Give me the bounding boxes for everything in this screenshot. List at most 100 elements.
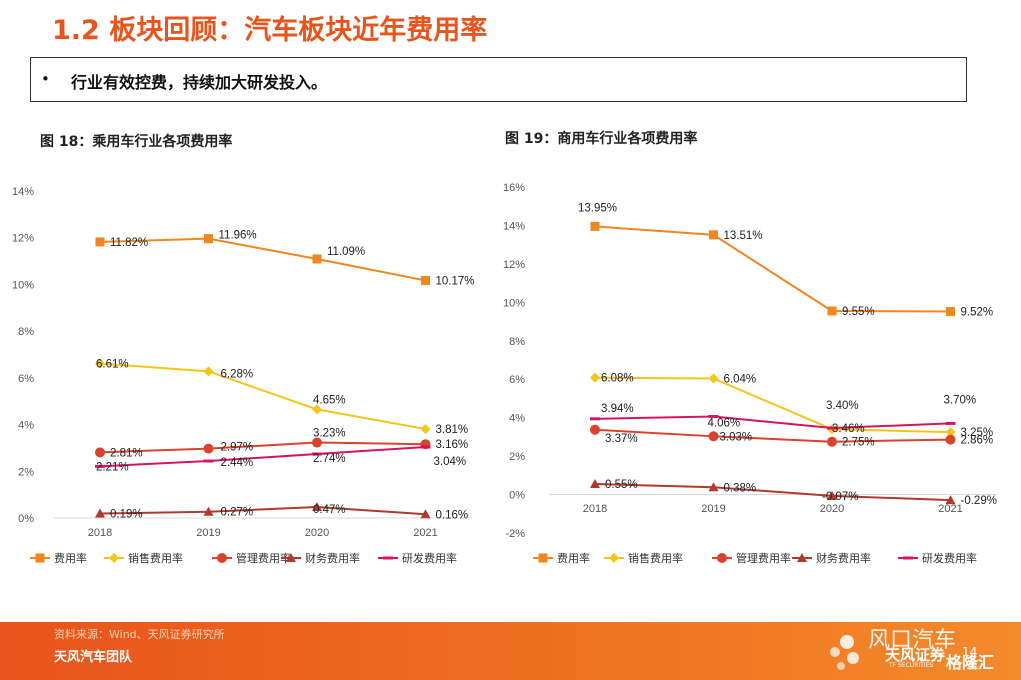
data-point [95, 447, 105, 458]
data-label: 4.06% [708, 418, 741, 430]
y-tick-label: 4% [509, 413, 525, 425]
legend-label: 费用率 [54, 551, 87, 565]
series-line [99, 362, 426, 430]
series-line [99, 506, 426, 516]
legend-marker [609, 553, 619, 563]
data-label: 4.65% [313, 394, 346, 406]
data-label: 2.74% [313, 453, 346, 465]
legend-label: 销售费用率 [628, 551, 683, 565]
data-label: 13.95% [578, 202, 617, 214]
data-point [827, 436, 837, 447]
data-label: 6.08% [601, 373, 634, 385]
y-tick-label: 8% [18, 326, 34, 338]
data-point [946, 307, 955, 317]
page-title: 1.2 板块回顾：汽车板块近年费用率 [52, 15, 488, 46]
data-label: 0.16% [436, 509, 469, 521]
legend-marker [286, 553, 296, 562]
data-label: 10.17% [436, 275, 475, 287]
series-line [594, 376, 951, 434]
x-tick-label: 2019 [701, 503, 725, 515]
data-point [945, 427, 956, 438]
legend-label: 财务费用率 [816, 551, 871, 565]
watermark-gelonghui: 格隆汇 [946, 653, 995, 672]
watermark-main: 风口汽车 [868, 628, 957, 653]
data-label: 3.81% [436, 424, 469, 436]
data-point [203, 506, 214, 516]
y-tick-label: 6% [18, 373, 34, 385]
chart-2-title: 图 19：商用车行业各项费用率 [505, 131, 698, 147]
key-point-text: 行业有效控费，持续加大研发投入。 [71, 73, 328, 92]
data-point [312, 404, 322, 415]
data-point [827, 306, 837, 316]
data-label: 3.03% [720, 431, 753, 443]
legend-marker [538, 553, 548, 563]
x-tick-label: 2021 [413, 527, 437, 539]
data-point [827, 490, 837, 500]
x-tick-label: 2020 [820, 503, 844, 515]
data-point [708, 431, 719, 442]
y-tick-label: 14% [503, 220, 525, 232]
data-label: 13.51% [724, 230, 763, 242]
data-point [95, 358, 105, 369]
data-point [590, 417, 600, 421]
y-tick-label: -2% [505, 528, 525, 540]
data-point [590, 372, 600, 383]
legend-marker [35, 553, 45, 563]
data-label: 9.55% [842, 306, 875, 318]
y-tick-label: 10% [12, 279, 34, 291]
x-tick-label: 2021 [938, 503, 962, 515]
data-label: 3.37% [605, 433, 638, 445]
data-label: 0.27% [221, 507, 254, 519]
y-tick-label: 14% [12, 186, 34, 198]
data-label: 3.04% [434, 456, 467, 468]
data-point [945, 434, 956, 445]
y-tick-label: 10% [503, 297, 525, 309]
data-label: 3.46% [832, 423, 865, 435]
bullet-marker: • [41, 70, 50, 88]
legend-marker [797, 553, 807, 562]
legend-label: 管理费用率 [236, 551, 291, 565]
data-label: 2.86% [961, 435, 994, 447]
data-point [945, 421, 956, 425]
legend-marker [717, 553, 727, 563]
data-label: 6.61% [96, 359, 129, 371]
data-label: 11.82% [110, 237, 148, 249]
data-label: -0.07% [822, 491, 858, 503]
data-point [312, 502, 322, 512]
data-label: 2.75% [842, 437, 875, 449]
series-line [594, 482, 951, 502]
data-point [203, 443, 214, 454]
legend-marker [383, 556, 393, 560]
series-line [99, 441, 426, 454]
legend-label: 管理费用率 [736, 551, 791, 565]
data-label: 9.52% [961, 307, 994, 319]
legend-marker [903, 556, 913, 560]
x-tick-label: 2018 [583, 503, 607, 515]
data-point [312, 437, 322, 448]
data-point [708, 415, 719, 419]
y-tick-label: 4% [18, 420, 34, 432]
data-label: 0.47% [313, 504, 346, 516]
y-tick-label: 16% [503, 182, 525, 194]
data-label: 3.25% [961, 427, 994, 439]
x-tick-label: 2020 [305, 527, 329, 539]
legend-label: 研发费用率 [922, 551, 977, 565]
data-label: 2.44% [221, 457, 254, 469]
data-label: 6.28% [221, 368, 254, 380]
data-point [827, 426, 837, 430]
data-point [312, 452, 322, 456]
x-tick-label: 2019 [196, 527, 220, 539]
watermark-brand-en: TF SECURITIES [889, 662, 934, 669]
y-tick-label: 0% [18, 513, 34, 525]
data-point [420, 445, 431, 449]
series-line [99, 445, 426, 468]
y-tick-label: 2% [18, 466, 34, 478]
key-point-box: • 行业有效控费，持续加大研发投入。 [30, 57, 967, 102]
data-label: 11.09% [327, 246, 365, 258]
series-line [594, 225, 951, 313]
data-point [708, 482, 719, 492]
data-point [420, 509, 431, 519]
legend-label: 研发费用率 [402, 551, 457, 565]
